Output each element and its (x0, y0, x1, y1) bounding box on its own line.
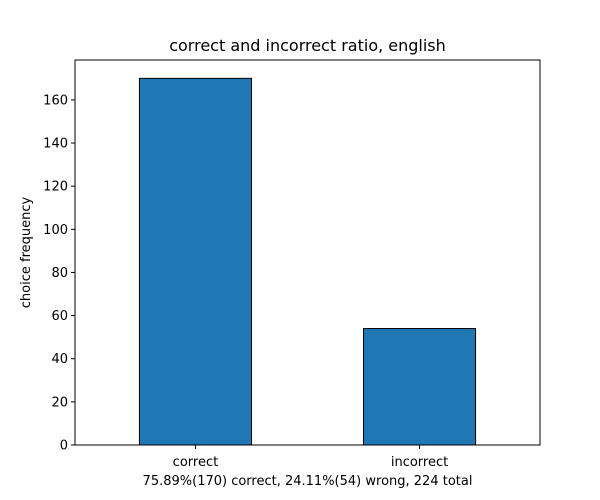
y-tick-label-120: 120 (43, 180, 68, 195)
y-tick-label-40: 40 (51, 352, 68, 367)
y-axis-label: choice frequency (19, 196, 34, 308)
y-tick-label-60: 60 (51, 309, 68, 324)
bars-group (138, 77, 477, 446)
y-tick-label-160: 160 (43, 93, 68, 108)
y-tick-label-140: 140 (43, 137, 68, 152)
x-axis-label: 75.89%(170) correct, 24.11%(54) wrong, 2… (143, 474, 473, 489)
y-tick-label-100: 100 (43, 223, 68, 238)
y-tick-label-20: 20 (51, 395, 68, 410)
x-tick-label-incorrect: incorrect (391, 455, 448, 470)
y-tick-label-0: 0 (60, 439, 68, 454)
plot-frame (74, 59, 541, 446)
bar-incorrect (363, 328, 477, 446)
x-axis: correct incorrect (173, 445, 448, 470)
y-tick-label-80: 80 (51, 266, 68, 281)
x-tick-label-correct: correct (173, 455, 219, 470)
y-axis: 0 20 40 60 80 100 120 140 160 (43, 93, 75, 454)
bar-correct (138, 77, 252, 446)
chart-title: correct and incorrect ratio, english (169, 36, 446, 55)
